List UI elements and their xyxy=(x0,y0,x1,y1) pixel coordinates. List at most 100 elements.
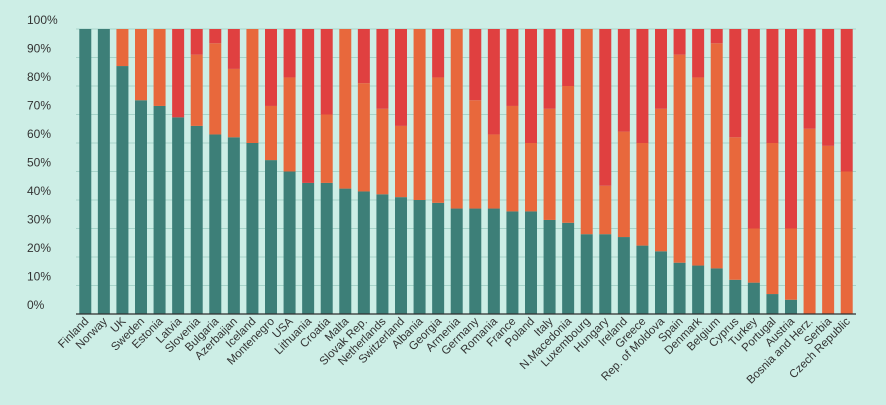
bar-segment-series-3 xyxy=(636,29,649,143)
bar-segment-series-1 xyxy=(209,134,222,314)
bar-segment-series-1 xyxy=(116,66,129,314)
bar-segment-series-1 xyxy=(172,117,185,314)
bar-segment-series-1 xyxy=(785,299,797,314)
bar-segment-series-2 xyxy=(803,128,816,314)
bar-segment-series-2 xyxy=(766,143,779,295)
bar-segment-series-2 xyxy=(209,43,222,135)
bar-segment-series-1 xyxy=(227,137,240,314)
bar-segment-series-2 xyxy=(747,228,760,283)
bar-segment-series-2 xyxy=(376,108,389,195)
bar-segment-series-3 xyxy=(209,29,222,44)
y-tick-label: 60% xyxy=(27,127,51,141)
bar-segment-series-3 xyxy=(506,29,519,106)
bar-segment-series-1 xyxy=(562,222,575,314)
bar-segment-series-3 xyxy=(747,29,760,229)
bar-segment-series-3 xyxy=(320,29,333,115)
bar-segment-series-2 xyxy=(692,77,705,266)
bar-segment-series-2 xyxy=(320,114,333,183)
bar-segment-series-2 xyxy=(840,171,853,314)
bar-segment-series-1 xyxy=(673,262,686,314)
bar-segment-series-1 xyxy=(357,191,370,314)
bar-segment-series-2 xyxy=(357,83,370,192)
bar-segment-series-2 xyxy=(655,108,667,252)
bar-segment-series-3 xyxy=(395,29,407,126)
bar-segment-series-2 xyxy=(562,86,575,223)
bar-segment-series-1 xyxy=(636,245,649,314)
bar-segment-series-2 xyxy=(450,29,463,209)
bar-segment-series-1 xyxy=(599,234,612,314)
bar-segment-series-1 xyxy=(320,182,333,314)
bar-segment-series-2 xyxy=(246,29,259,143)
bar-segment-series-1 xyxy=(487,208,500,314)
bar-segment-series-2 xyxy=(190,54,203,126)
bar-segment-series-2 xyxy=(525,143,537,212)
bar-segment-series-3 xyxy=(673,29,686,55)
bar-segment-series-1 xyxy=(450,208,463,314)
bar-segment-series-1 xyxy=(153,105,166,314)
bar-segment-series-3 xyxy=(302,29,315,183)
bar-segment-series-2 xyxy=(729,137,742,280)
bar-segment-series-2 xyxy=(227,68,240,138)
y-tick-label: 10% xyxy=(27,270,51,284)
bar-segment-series-3 xyxy=(710,29,723,44)
bar-segment-series-2 xyxy=(710,43,723,269)
bar-segment-series-3 xyxy=(840,29,853,172)
bar-segment-series-1 xyxy=(506,211,519,314)
y-tick-label: 90% xyxy=(27,42,51,56)
bar-segment-series-2 xyxy=(543,108,556,220)
bar-segment-series-3 xyxy=(432,29,445,78)
bar-segment-series-1 xyxy=(525,211,537,314)
bar-segment-series-1 xyxy=(617,237,630,314)
bar-segment-series-2 xyxy=(153,29,166,106)
y-tick-label: 100% xyxy=(27,13,58,27)
bar-segment-series-3 xyxy=(729,29,742,138)
bar-segment-series-1 xyxy=(710,268,723,314)
bar-segment-series-3 xyxy=(357,29,370,84)
bar-segment-series-1 xyxy=(283,171,296,314)
bar-segment-series-3 xyxy=(487,29,500,135)
bar-segment-series-2 xyxy=(432,77,445,203)
bar-segment-series-3 xyxy=(822,29,835,146)
bar-segment-series-2 xyxy=(135,29,147,101)
y-tick-label: 0% xyxy=(27,298,45,312)
bar-segment-series-3 xyxy=(376,29,389,109)
bar-segment-series-3 xyxy=(469,29,482,101)
grid-lines xyxy=(76,28,856,315)
bar-segment-series-1 xyxy=(190,125,203,315)
y-tick-label: 30% xyxy=(27,213,51,227)
bar-segment-series-3 xyxy=(803,29,816,129)
bar-segment-series-1 xyxy=(135,100,147,314)
y-tick-label: 80% xyxy=(27,70,51,84)
bar-segment-series-1 xyxy=(79,29,92,314)
bar-segment-series-1 xyxy=(97,29,110,314)
bar-segment-series-2 xyxy=(599,185,612,235)
bar-segment-series-3 xyxy=(227,29,240,69)
y-tick-label: 40% xyxy=(27,184,51,198)
bar-segment-series-2 xyxy=(413,29,426,200)
x-axis-tick-labels: FinlandNorwayUKSwedenEstoniaLatviaSloven… xyxy=(56,315,853,386)
y-axis-tick-labels: 0% 10% 20% 30% 40% 50% 60% 70% 80% 90% 100% xyxy=(27,13,58,312)
bar-segment-series-2 xyxy=(580,29,593,235)
bar-segment-series-1 xyxy=(580,234,593,314)
bar-segment-series-2 xyxy=(265,105,277,161)
bar-segment-series-3 xyxy=(543,29,556,109)
bar-segment-series-1 xyxy=(302,182,315,314)
bar-segment-series-1 xyxy=(395,197,407,314)
bar-segment-series-1 xyxy=(729,279,742,314)
bar-segment-series-3 xyxy=(265,29,277,106)
y-tick-label: 50% xyxy=(27,156,51,170)
bar-segment-series-1 xyxy=(655,251,667,314)
bar-segment-series-3 xyxy=(525,29,537,143)
bar-segment-series-3 xyxy=(617,29,630,132)
bar-segment-series-2 xyxy=(469,100,482,209)
bar-segment-series-1 xyxy=(413,200,426,314)
bar-segment-series-1 xyxy=(339,188,352,314)
bar-segment-series-3 xyxy=(766,29,779,143)
bar-segment-series-2 xyxy=(617,131,630,238)
bar-segment-series-2 xyxy=(785,228,797,300)
bar-segment-series-2 xyxy=(395,125,407,198)
bar-segment-series-3 xyxy=(599,29,612,186)
bar-segment-series-1 xyxy=(376,194,389,314)
bar-segment-series-1 xyxy=(432,202,445,314)
